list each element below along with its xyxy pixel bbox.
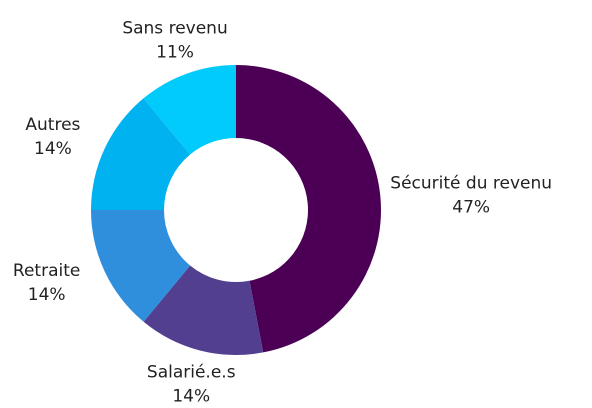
slice-label: Sans revenu — [122, 19, 227, 39]
slice-label: Retraite — [13, 261, 80, 281]
slice-value: 47% — [452, 197, 490, 217]
slice-label: Autres — [25, 115, 80, 135]
slice-value: 14% — [28, 285, 66, 305]
donut-slice — [236, 65, 381, 353]
donut-slice — [143, 265, 264, 355]
slice-label: Sécurité du revenu — [390, 173, 552, 193]
donut-slice — [91, 210, 191, 322]
slice-value: 11% — [156, 43, 194, 63]
slice-value: 14% — [172, 386, 210, 406]
donut-slice — [143, 65, 236, 155]
slice-value: 14% — [34, 139, 72, 159]
slice-label: Salarié.e.s — [147, 362, 236, 382]
donut-slice — [91, 98, 191, 210]
